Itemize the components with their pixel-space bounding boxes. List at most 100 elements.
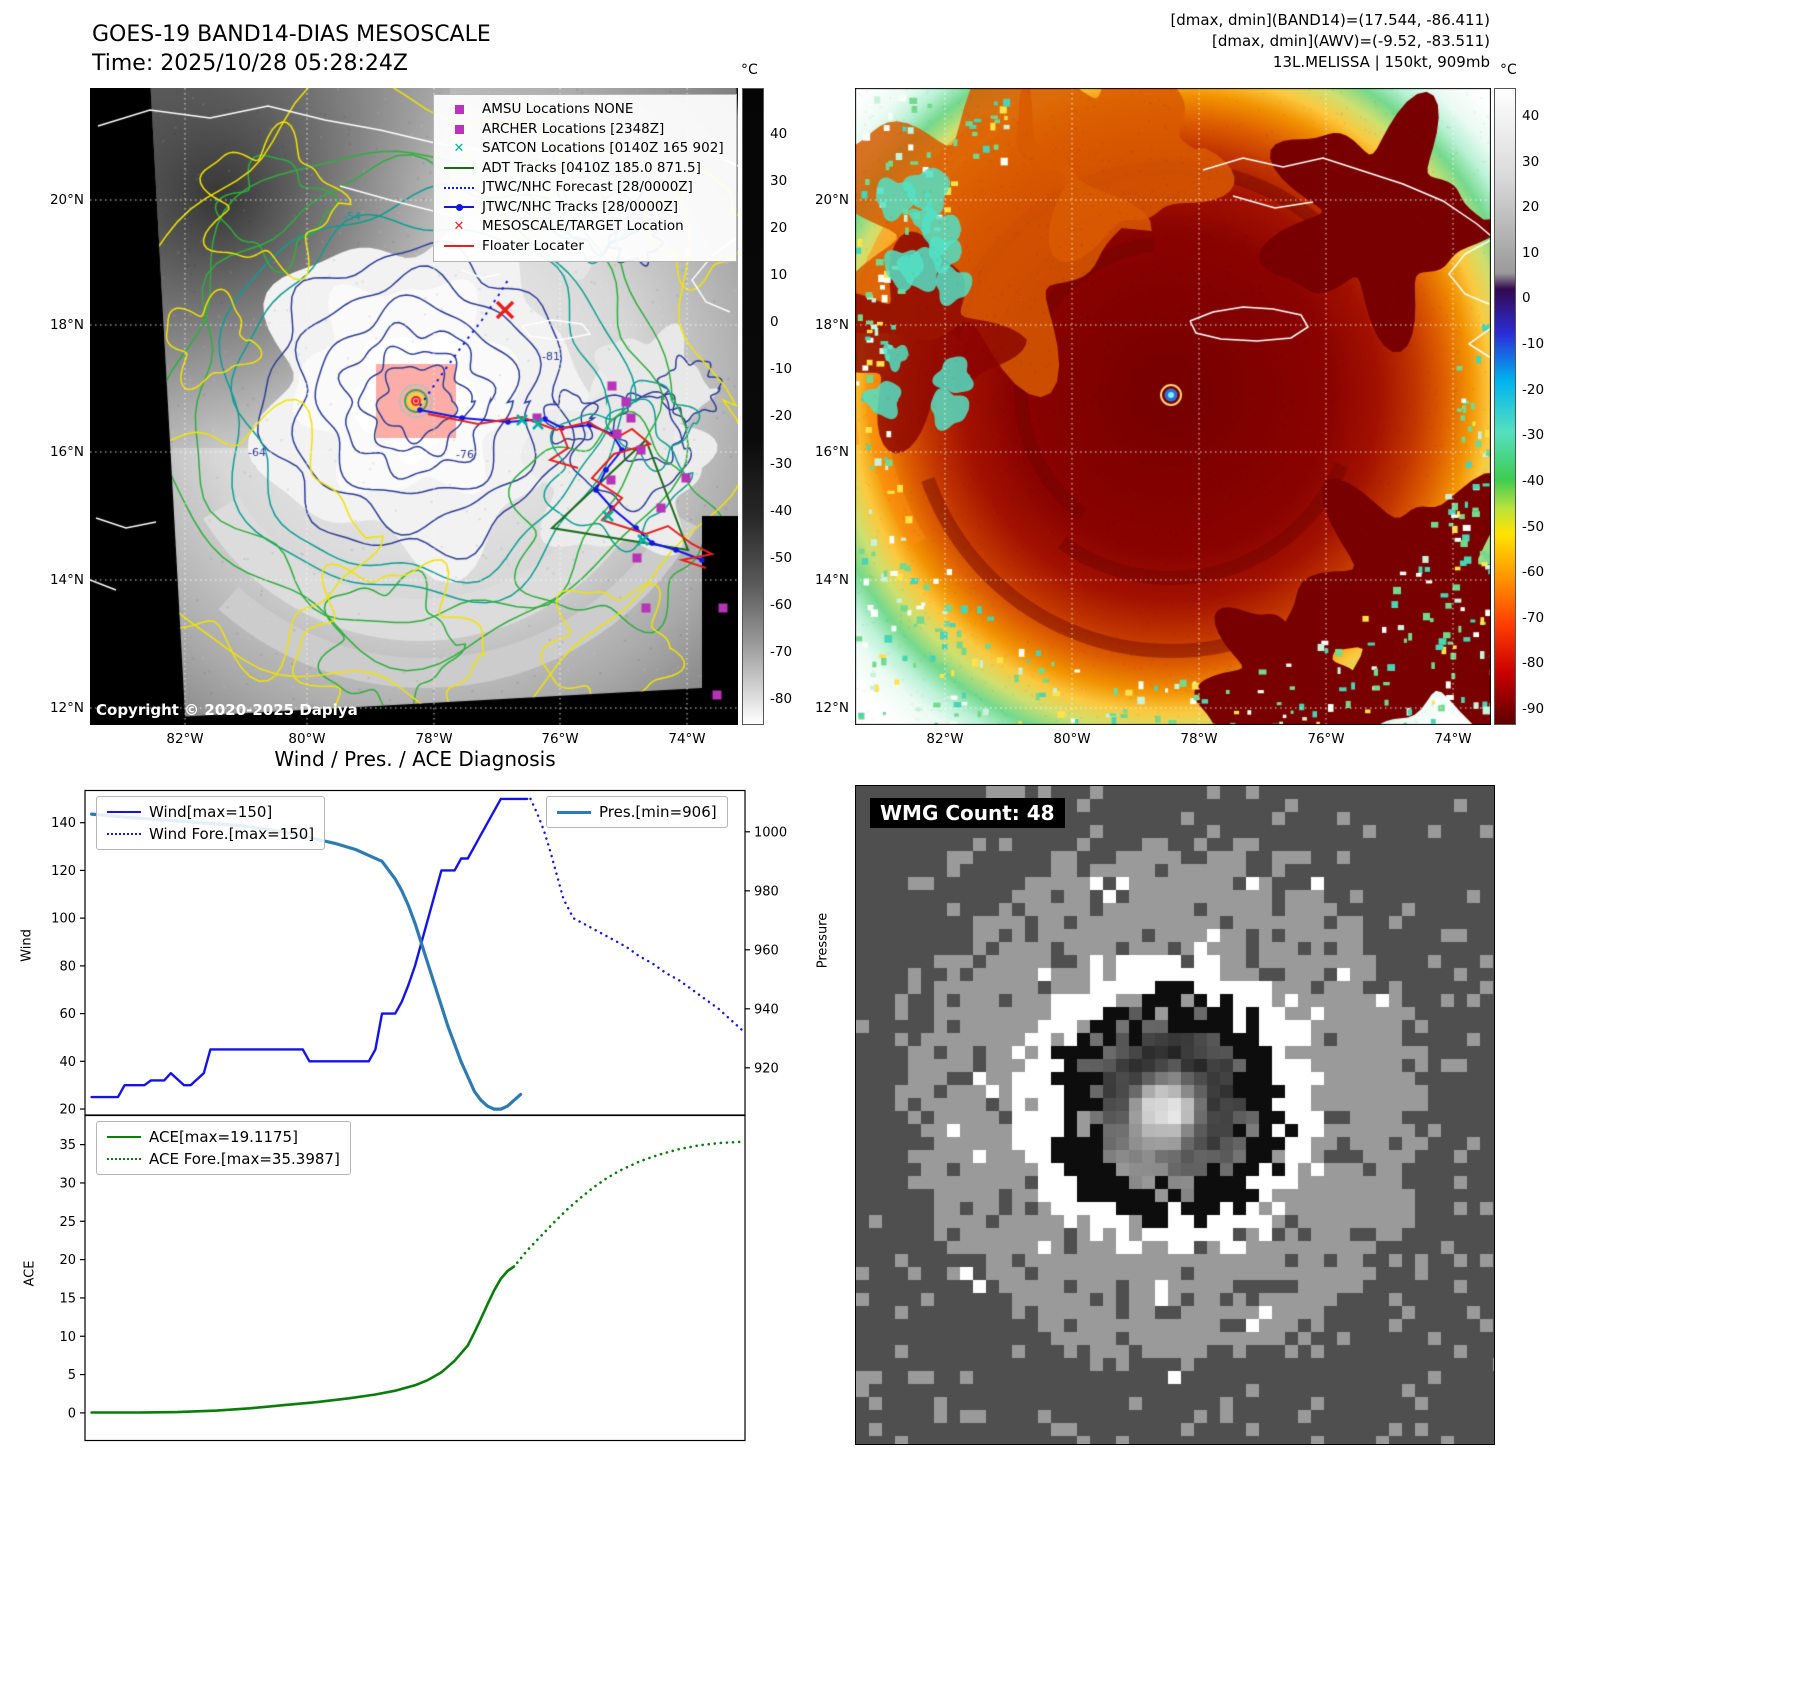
wmg-count-label: WMG Count: 48 — [870, 798, 1065, 828]
lon-label: 74°W — [1434, 731, 1472, 747]
y-tick-label-right: 1000 — [754, 825, 787, 840]
colorbar-tick: 40 — [770, 126, 788, 142]
lat-label: 14°N — [49, 572, 84, 588]
diagnosis-chart-title: Wind / Pres. / ACE Diagnosis — [274, 747, 556, 771]
lat-label: 20°N — [814, 192, 849, 208]
y-tick-label: 30 — [59, 1176, 76, 1191]
wind-legend: Wind[max=150] Wind Fore.[max=150] — [96, 796, 326, 850]
band14-satellite-map: AMSU Locations NONE ARCHER Locations [234… — [90, 88, 738, 725]
legend-item: ✕ MESOSCALE/TARGET Location — [442, 217, 728, 237]
colorbar-tick: -10 — [770, 361, 793, 378]
legend-label: AMSU Locations NONE — [482, 101, 634, 117]
chart-legend-label: Wind[max=150] — [149, 803, 273, 821]
tr-annotations: [dmax, dmin](BAND14)=(17.544, -86.411) [… — [1170, 10, 1490, 73]
legend-label: SATCON Locations [0140Z 165 902] — [482, 140, 724, 156]
colorbar-tick: -90 — [1522, 701, 1545, 718]
lon-label: 80°W — [1053, 731, 1091, 747]
y-tick-label-right: 940 — [754, 1002, 779, 1017]
page-subtitle-time: Time: 2025/10/28 05:28:24Z — [92, 51, 408, 76]
legend-item: ADT Tracks [0410Z 185.0 871.5] — [442, 159, 728, 179]
chart-legend-item: Wind Fore.[max=150] — [107, 823, 314, 845]
annotation-storm-status: 13L.MELISSA | 150kt, 909mb — [1272, 53, 1490, 71]
chart-legend-label: ACE Fore.[max=35.3987] — [149, 1150, 340, 1168]
chart-legend-line-sample — [107, 1136, 141, 1138]
wmg-canvas — [856, 786, 1494, 1444]
legend-item: ARCHER Locations [2348Z] — [442, 120, 728, 140]
colorbar-tick: 10 — [770, 267, 788, 284]
legend-label: Floater Locater — [482, 237, 584, 254]
lon-label: 76°W — [541, 731, 579, 747]
lon-label: 80°W — [288, 731, 326, 747]
colorbar-tick: -60 — [770, 596, 793, 613]
y-tick-label: 40 — [59, 1055, 76, 1070]
enhanced-ir-canvas — [855, 88, 1491, 725]
chart-legend-line-sample — [107, 833, 141, 835]
legend-label: JTWC/NHC Forecast [28/0000Z] — [482, 179, 693, 195]
lon-label: 82°W — [926, 731, 964, 747]
colorbar-tick: -50 — [770, 549, 793, 566]
chart-legend-item: ACE Fore.[max=35.3987] — [107, 1148, 340, 1170]
y-tick-label: 100 — [51, 912, 76, 927]
lat-label: 16°N — [814, 444, 849, 460]
legend-line-icon — [442, 161, 476, 175]
colorbar-tick: 30 — [1522, 153, 1540, 170]
lat-label: 12°N — [814, 700, 849, 716]
map-legend: AMSU Locations NONE ARCHER Locations [234… — [433, 94, 737, 262]
chart-legend-line-sample — [557, 810, 591, 814]
lon-label: 78°W — [415, 731, 453, 747]
y-tick-label: 35 — [59, 1138, 76, 1153]
page-title: GOES-19 BAND14-DIAS MESOSCALE — [92, 22, 491, 47]
legend-dotted-icon — [442, 181, 476, 195]
chart-legend-label: Pres.[min=906] — [599, 803, 717, 821]
enhanced-ir-colorbar-unit: °C — [1500, 62, 1517, 78]
colorbar-tick: 20 — [1522, 199, 1540, 216]
colorbar-tick: 0 — [1522, 290, 1531, 307]
lat-label: 12°N — [49, 700, 84, 716]
y-tick-label: 20 — [59, 1103, 76, 1116]
y-tick-label: 10 — [59, 1330, 76, 1345]
ace-legend: ACE[max=19.1175] ACE Fore.[max=35.3987] — [96, 1121, 351, 1175]
chart-legend-line-sample — [107, 811, 141, 813]
chart-legend-line-sample — [107, 1158, 141, 1160]
legend-x-icon: ✕ — [453, 141, 465, 156]
pressure-legend: Pres.[min=906] — [546, 796, 728, 828]
wmg-panel: WMG Count: 48 — [855, 785, 1495, 1445]
y-tick-label: 140 — [51, 816, 76, 831]
colorbar-tick: -60 — [1522, 564, 1545, 581]
y-tick-label: 15 — [59, 1291, 76, 1306]
lat-label: 20°N — [49, 192, 84, 208]
lon-label: 82°W — [166, 731, 204, 747]
chart-legend-item: ACE[max=19.1175] — [107, 1126, 340, 1148]
legend-item: ✕ SATCON Locations [0140Z 165 902] — [442, 139, 728, 159]
ace-axis-label: ACE — [22, 1260, 38, 1287]
series-ACE Fore.[max=35.3987] — [516, 1140, 747, 1264]
lon-label: 76°W — [1307, 731, 1345, 747]
colorbar-tick: 20 — [770, 220, 788, 237]
legend-label: ARCHER Locations [2348Z] — [482, 120, 665, 137]
y-tick-label: 0 — [68, 1406, 76, 1421]
colorbar-tick: -80 — [1522, 655, 1545, 672]
colorbar-tick: 40 — [1522, 108, 1540, 124]
lon-label: 74°W — [668, 731, 706, 747]
colorbar-tick: -20 — [770, 408, 793, 425]
legend-item: JTWC/NHC Tracks [28/0000Z] — [442, 198, 728, 218]
legend-label: JTWC/NHC Tracks [28/0000Z] — [482, 198, 679, 215]
colorbar-tick: -10 — [1522, 336, 1545, 353]
enhanced-ir-map — [855, 88, 1491, 725]
chart-legend-label: Wind Fore.[max=150] — [149, 825, 315, 843]
series-ACE[max=19.1175] — [90, 1265, 516, 1414]
y-tick-label: 60 — [59, 1007, 76, 1022]
chart-legend-item: Wind[max=150] — [107, 801, 314, 823]
colorbar-tick: -50 — [1522, 518, 1545, 535]
colorbar-tick: 30 — [770, 173, 788, 190]
colorbar-tick: -40 — [770, 502, 793, 519]
legend-square-icon — [442, 103, 476, 117]
lat-label: 14°N — [814, 572, 849, 588]
annotation-awv-dmax-dmin: [dmax, dmin](AWV)=(-9.52, -83.511) — [1211, 32, 1490, 50]
legend-item: JTWC/NHC Forecast [28/0000Z] — [442, 178, 728, 198]
lat-label: 18°N — [814, 317, 849, 333]
annotation-band14-dmax-dmin: [dmax, dmin](BAND14)=(17.544, -86.411) — [1170, 11, 1490, 29]
legend-line-dot-icon — [442, 200, 476, 214]
chart-legend-item: Pres.[min=906] — [557, 801, 717, 823]
lat-label: 16°N — [49, 444, 84, 460]
